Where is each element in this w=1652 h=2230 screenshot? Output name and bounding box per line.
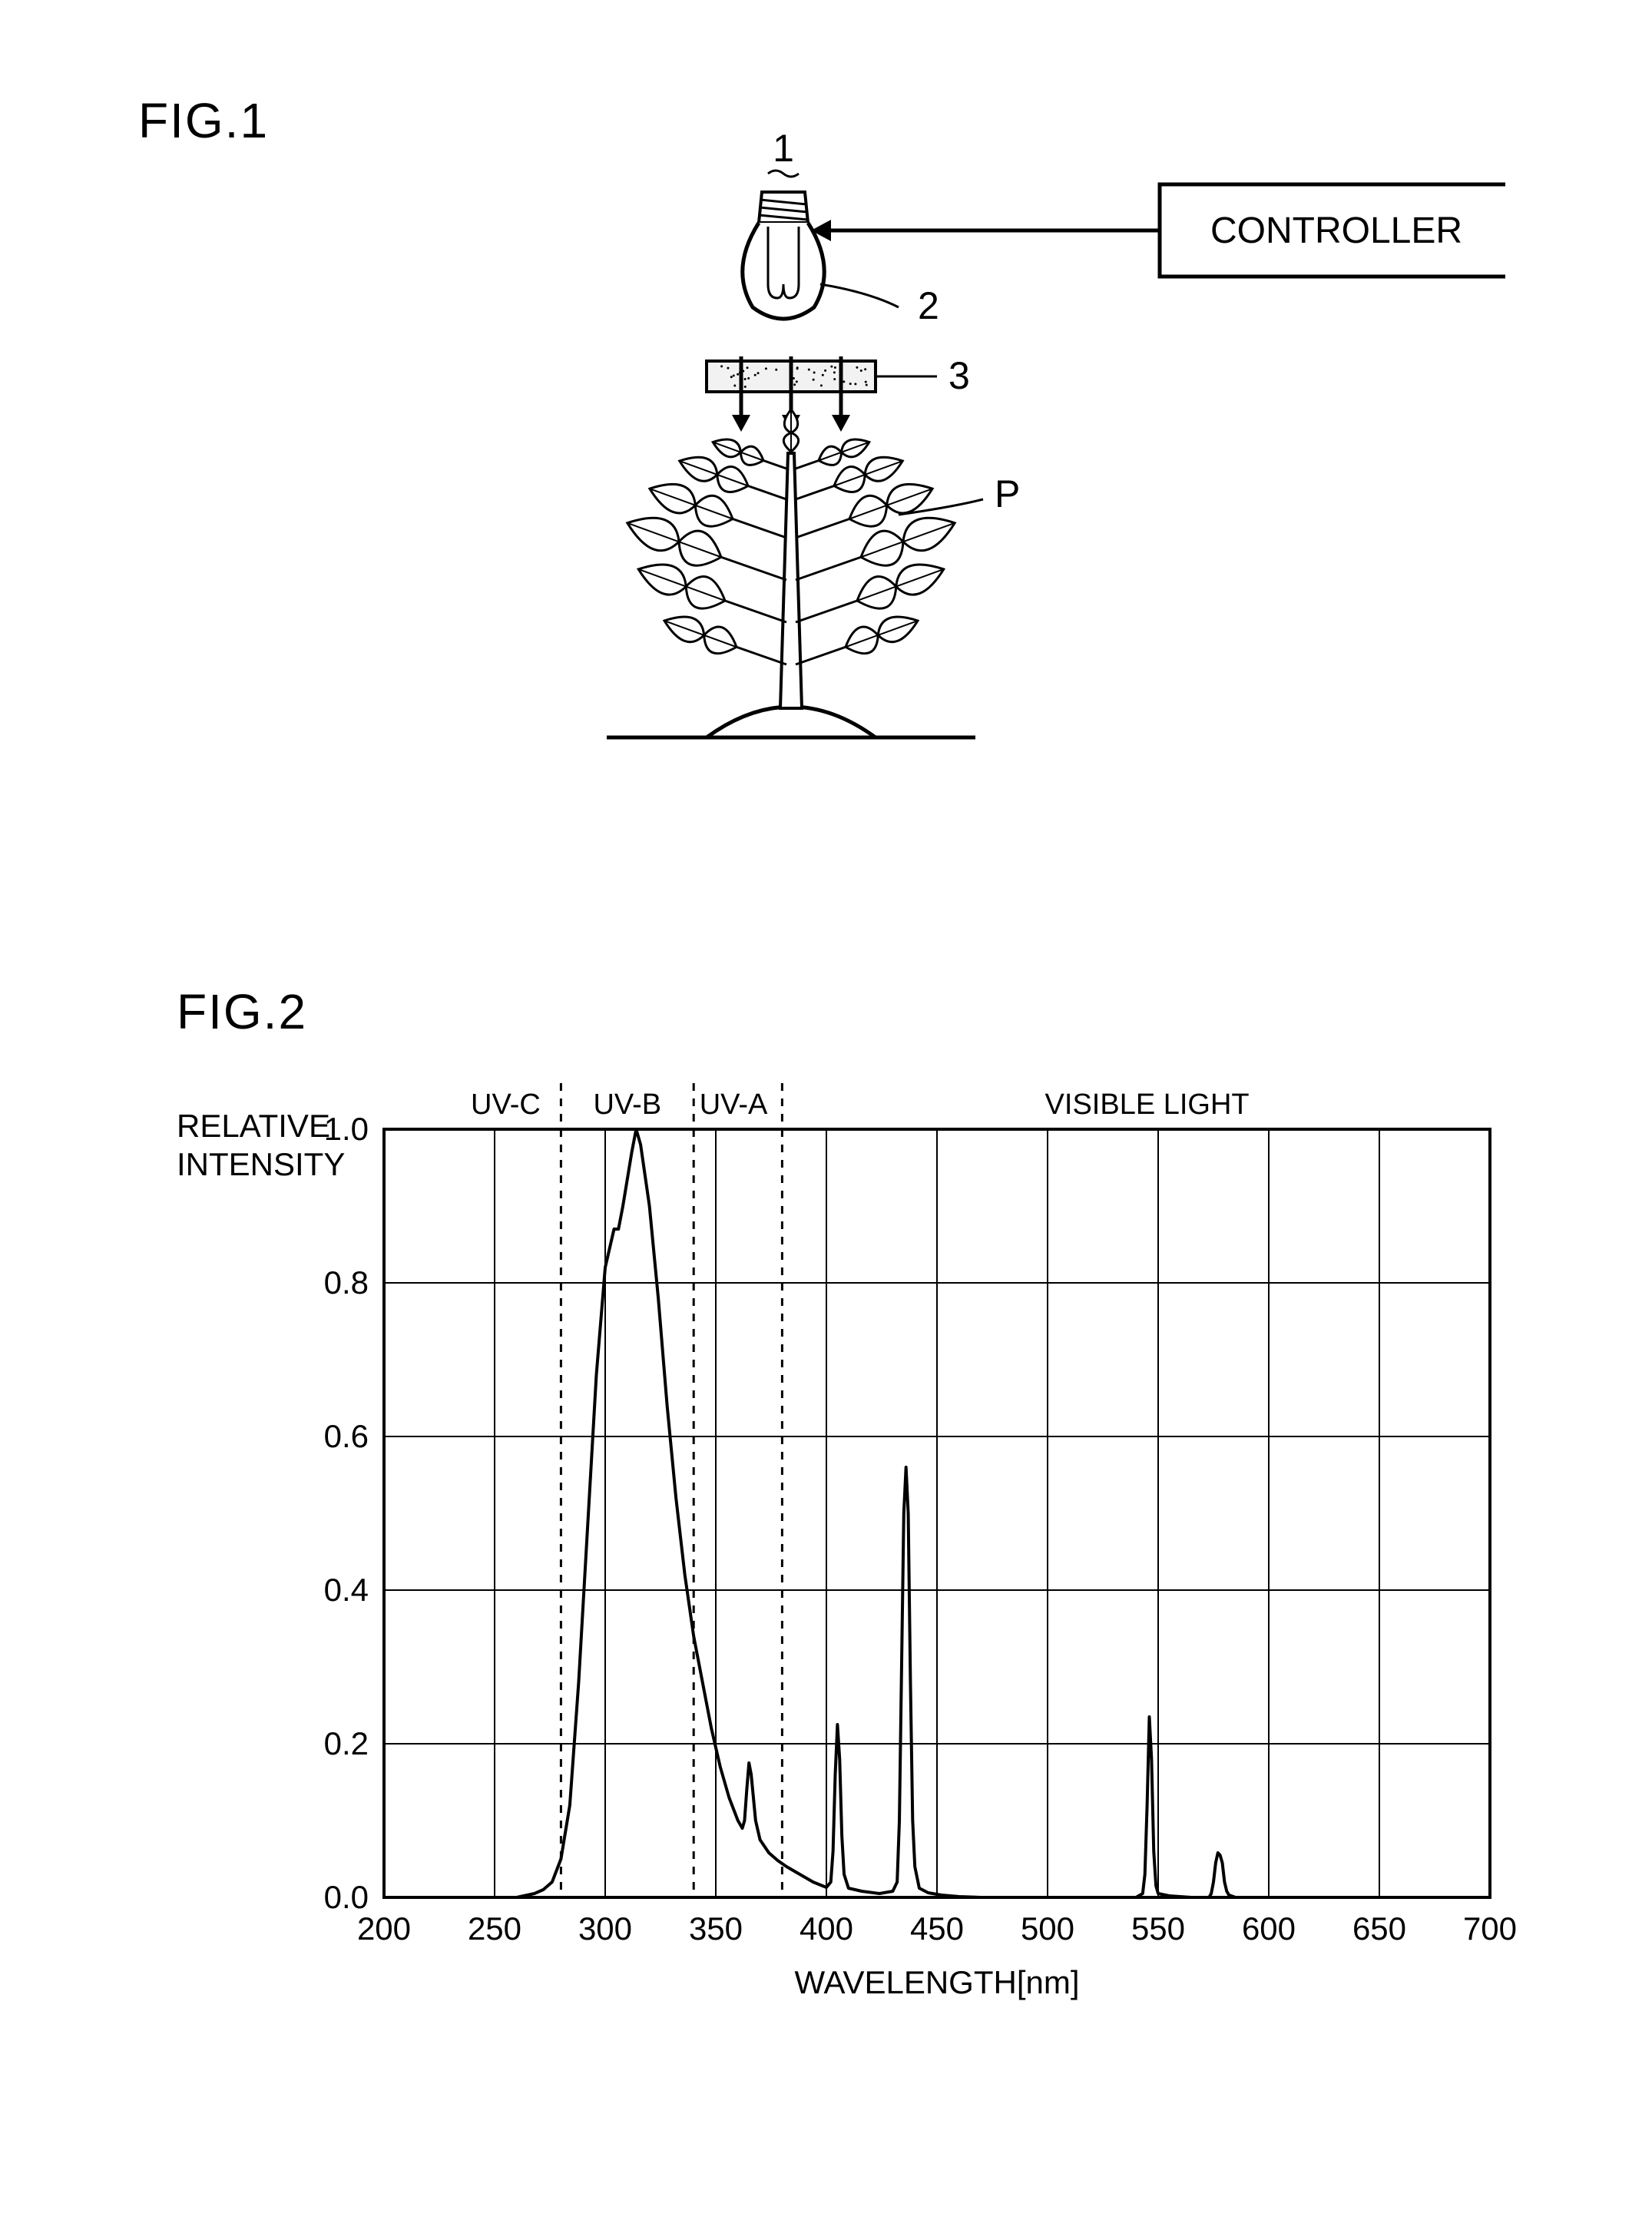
fig1-diagram: 123CONTROLLER4P bbox=[430, 131, 1505, 745]
x-tick-label: 250 bbox=[468, 1910, 521, 1947]
x-tick-label: 450 bbox=[910, 1910, 964, 1947]
bulb-glass bbox=[743, 223, 824, 319]
fig1-label: FIG.1 bbox=[138, 92, 269, 149]
y-tick-label: 0.0 bbox=[324, 1879, 369, 1915]
plant-trunk bbox=[780, 453, 802, 708]
region-label: UV-C bbox=[471, 1088, 541, 1121]
tilde bbox=[768, 171, 799, 177]
region-label: UV-A bbox=[700, 1088, 768, 1121]
fig2-chart: UV-C UV-B UV-A VISIBLE LIGHT 200 250 300 350 400… bbox=[154, 1029, 1536, 2028]
x-tick-label: 350 bbox=[689, 1910, 743, 1947]
x-tick-label: 400 bbox=[800, 1910, 853, 1947]
y-tick-label: 1.0 bbox=[324, 1111, 369, 1147]
x-tick-label: 200 bbox=[357, 1910, 411, 1947]
x-tick-label: 550 bbox=[1131, 1910, 1185, 1947]
callout-bulb: 2 bbox=[918, 284, 939, 327]
soil-mound bbox=[707, 707, 876, 737]
x-tick-label: 650 bbox=[1352, 1910, 1406, 1947]
callout-plant: P bbox=[995, 472, 1020, 515]
y-tick-label: 0.8 bbox=[324, 1264, 369, 1301]
controller-label: CONTROLLER bbox=[1210, 210, 1462, 251]
x-axis-label: WAVELENGTH[nm] bbox=[794, 1964, 1079, 2000]
region-label: UV-B bbox=[593, 1088, 661, 1121]
callout-system: 1 bbox=[773, 131, 794, 170]
y-tick-label: 0.2 bbox=[324, 1725, 369, 1761]
leader-bulb bbox=[820, 284, 899, 307]
y-axis-label-2: INTENSITY bbox=[177, 1146, 345, 1182]
y-axis-label-1: RELATIVE bbox=[177, 1108, 330, 1144]
region-label: VISIBLE LIGHT bbox=[1045, 1088, 1250, 1121]
y-tick-label: 0.4 bbox=[324, 1572, 369, 1608]
x-tick-label: 500 bbox=[1021, 1910, 1074, 1947]
x-tick-label: 700 bbox=[1463, 1910, 1517, 1947]
x-tick-label: 300 bbox=[578, 1910, 632, 1947]
callout-filter: 3 bbox=[948, 354, 970, 397]
x-tick-label: 600 bbox=[1242, 1910, 1296, 1947]
y-tick-label: 0.6 bbox=[324, 1418, 369, 1454]
